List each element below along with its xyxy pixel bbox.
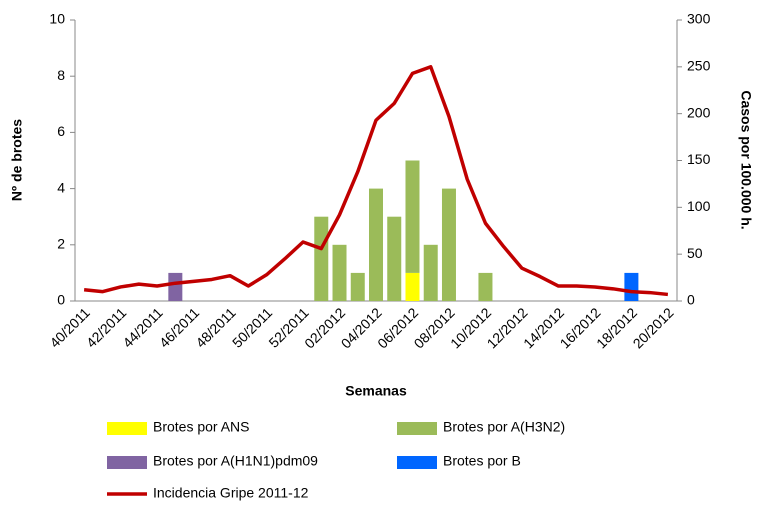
bar [369, 188, 383, 301]
bar [423, 244, 438, 301]
x-tick-label: 20/2012 [630, 304, 677, 351]
y2-tick-label: 150 [687, 151, 711, 167]
y-tick-label: 8 [57, 67, 65, 83]
line [83, 65, 669, 297]
bar [314, 216, 329, 301]
bar [478, 272, 493, 301]
legend-label: Brotes por A(H3N2) [443, 419, 565, 435]
x-axis-title: Semanas [345, 383, 407, 399]
bar [332, 244, 347, 301]
bar [405, 160, 420, 273]
y2-tick-label: 100 [687, 198, 711, 214]
y2-axis-title: Casos por 100.000 h. [738, 90, 754, 229]
legend-label: Incidencia Gripe 2011-12 [153, 485, 309, 501]
legend-label: Brotes por ANS [153, 419, 250, 435]
legend-label: Brotes por A(H1N1)pdm09 [153, 453, 318, 469]
legend-label: Brotes por B [443, 453, 521, 469]
legend-swatch [397, 422, 437, 435]
y-tick-label: 4 [57, 179, 65, 195]
y2-tick-label: 50 [687, 245, 703, 261]
bar [405, 272, 420, 301]
y-tick-label: 6 [57, 123, 65, 139]
bar [350, 272, 365, 301]
legend-swatch [397, 456, 437, 469]
y2-tick-label: 300 [687, 11, 711, 27]
y-tick-label: 10 [49, 11, 65, 27]
bar [441, 188, 456, 301]
bar [168, 272, 183, 301]
y-tick-label: 0 [57, 292, 65, 308]
y2-tick-label: 200 [687, 104, 711, 120]
y-tick-label: 2 [57, 236, 65, 252]
y-axis-title: Nº de brotes [9, 119, 25, 201]
legend-swatch [107, 422, 147, 435]
legend-swatch [107, 456, 147, 469]
bar [387, 216, 402, 301]
bar [624, 272, 639, 301]
y2-tick-label: 250 [687, 58, 711, 74]
y2-tick-label: 0 [687, 292, 695, 308]
